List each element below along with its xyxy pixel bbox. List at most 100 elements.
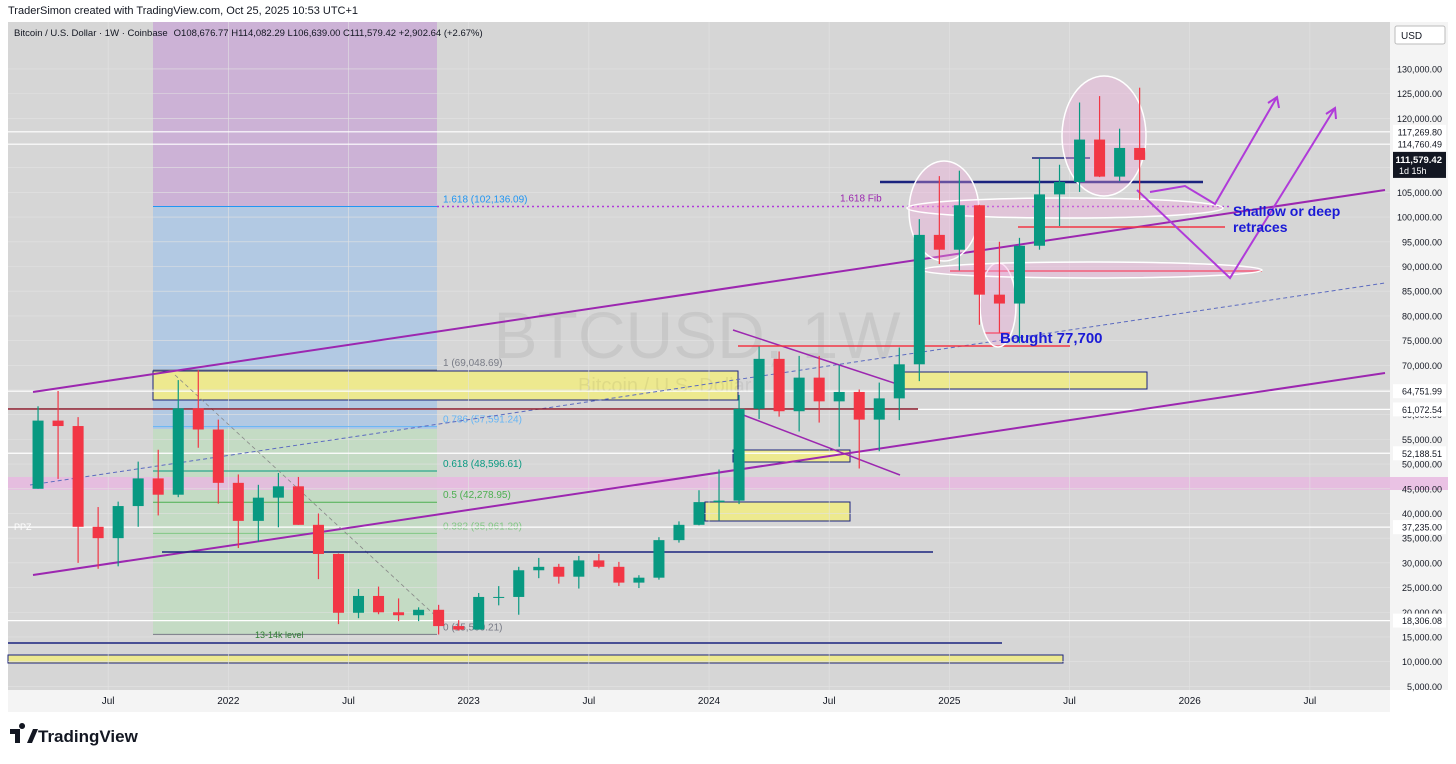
watermark: BTCUSD, 1W <box>493 298 901 372</box>
candle-body <box>453 626 465 630</box>
candle-body <box>693 502 705 525</box>
price-label: 61,072.54 <box>1402 405 1442 415</box>
y-tick-label: 130,000.00 <box>1397 64 1442 74</box>
candle-body <box>72 426 84 527</box>
currency-box <box>1394 25 1446 45</box>
y-tick-label: 35,000.00 <box>1402 534 1442 544</box>
projection-arrow <box>1136 107 1336 280</box>
projection-arrow <box>1149 96 1278 206</box>
candle-body <box>513 570 525 597</box>
price-label-box <box>1393 384 1446 399</box>
candle-body <box>1054 182 1066 195</box>
y-tick-label: 30,000.00 <box>1402 558 1442 568</box>
candle-body <box>112 506 124 539</box>
logo <box>10 723 38 743</box>
y-tick-label: 100,000.00 <box>1397 213 1442 223</box>
candle-body <box>393 612 405 616</box>
pink-band <box>8 477 1448 490</box>
highlight <box>906 197 1224 219</box>
current-price-box <box>1393 151 1446 178</box>
candle-body <box>793 377 805 412</box>
price-label: 37,235.00 <box>1402 523 1442 533</box>
y-tick-label: 45,000.00 <box>1402 484 1442 494</box>
x-tick-label: 2023 <box>458 696 481 707</box>
retrace-note: retraces <box>1233 219 1288 235</box>
candle-body <box>973 205 985 295</box>
candle-body <box>292 486 304 525</box>
trend-line <box>32 189 1386 393</box>
candle-body <box>1094 139 1106 177</box>
candle-body <box>773 358 785 412</box>
fib-zone <box>153 429 437 634</box>
symbol-title: Bitcoin / U.S. Dollar · 1W · Coinbase <box>14 28 168 39</box>
price-label: 52,188.51 <box>1402 449 1442 459</box>
y-tick-label: 125,000.00 <box>1397 89 1442 99</box>
highlight <box>921 261 1263 279</box>
candle-body <box>993 294 1005 304</box>
candle-body <box>713 500 725 503</box>
x-tick-label: 2022 <box>217 696 240 707</box>
candle-body <box>132 478 144 507</box>
y-tick-label: 85,000.00 <box>1402 287 1442 297</box>
price-label: 64,751.99 <box>1402 387 1442 397</box>
candle-body <box>613 566 625 583</box>
candle-body <box>433 609 445 627</box>
trend-line <box>737 412 901 476</box>
candle-body <box>553 566 565 577</box>
x-tick-label: Jul <box>102 696 115 707</box>
y-tick-label: 40,000.00 <box>1402 509 1442 519</box>
x-tick-label: 2024 <box>698 696 721 707</box>
candle-body <box>1114 147 1126 177</box>
fib-label: 0.618 (48,596.61) <box>443 459 522 470</box>
candle-body <box>272 486 284 498</box>
candle-body <box>192 408 204 430</box>
x-tick-label: Jul <box>342 696 355 707</box>
currency: USD <box>1401 31 1422 42</box>
zone-note: PPZ <box>14 522 32 532</box>
candle-body <box>32 420 44 489</box>
price-label-box <box>1393 124 1446 139</box>
candle-body <box>673 524 685 541</box>
zone <box>894 371 1148 390</box>
price-label-box <box>1393 613 1446 628</box>
x-tick-label: Jul <box>823 696 836 707</box>
y-tick-label: 120,000.00 <box>1397 114 1442 124</box>
price-label: 18,306.08 <box>1402 616 1442 626</box>
candle-body <box>172 408 184 495</box>
price-label-box <box>1393 446 1446 461</box>
fib-label: 0.5 (42,278.95) <box>443 490 511 501</box>
candle-body <box>873 398 885 420</box>
arrow-head <box>1267 95 1280 109</box>
current-price: 111,579.42 <box>1396 155 1443 166</box>
arrow-head <box>1325 106 1337 120</box>
candle-body <box>92 526 104 539</box>
candle-body <box>913 234 925 365</box>
price-label-box <box>1393 402 1446 417</box>
y-tick-label: 25,000.00 <box>1402 583 1442 593</box>
fib-label: 1.618 (102,136.09) <box>443 195 528 206</box>
zone <box>7 654 1064 664</box>
candle-body <box>633 577 645 583</box>
candle-body <box>373 595 385 613</box>
candle-body <box>312 524 324 554</box>
y-tick-label: 95,000.00 <box>1402 237 1442 247</box>
candle-body <box>152 478 164 495</box>
y-tick-label: 55,000.00 <box>1402 435 1442 445</box>
fib-zone <box>153 22 437 207</box>
price-label-box <box>1393 520 1446 535</box>
candle-body <box>853 391 865 420</box>
fib-label: 1 (69,048.69) <box>443 358 503 369</box>
y-tick-label: 70,000.00 <box>1402 361 1442 371</box>
ohlc-values: O108,676.77 H114,082.29 L106,639.00 C111… <box>174 28 483 39</box>
watermark-sub: Bitcoin / U.S. Dollar <box>578 375 752 397</box>
candle-body <box>1134 147 1146 160</box>
countdown: 1d 15h <box>1399 166 1427 176</box>
fib-label: 0 (15,509.21) <box>443 622 503 633</box>
y-tick-label: 15,000.00 <box>1402 632 1442 642</box>
candle-body <box>352 595 365 613</box>
y-tick-label: 80,000.00 <box>1402 311 1442 321</box>
y-tick-label: 20,000.00 <box>1402 608 1442 618</box>
footer-brand: TradingView <box>38 727 139 746</box>
price-label: 114,760.49 <box>1398 140 1442 150</box>
